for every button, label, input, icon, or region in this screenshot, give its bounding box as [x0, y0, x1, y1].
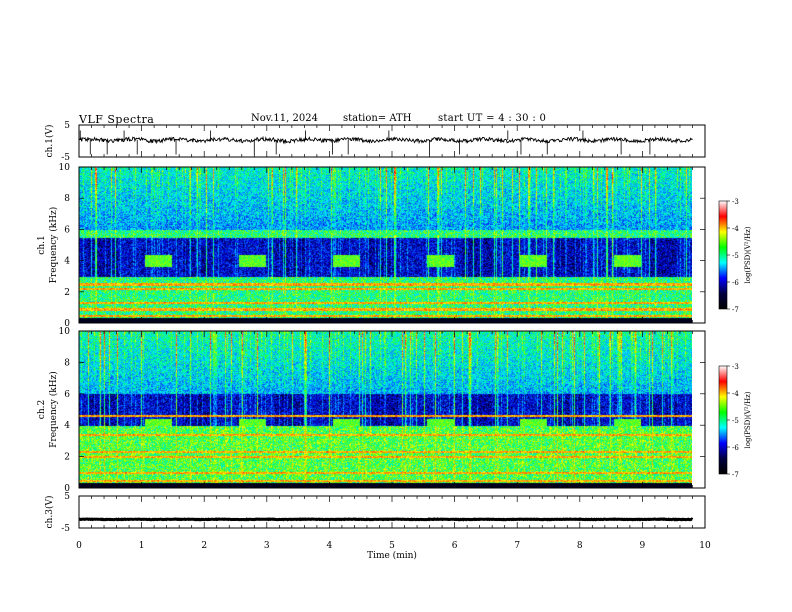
time-axis-tick-label: 6 [452, 541, 458, 551]
ch2-spectrogram-ytick-label: 8 [64, 358, 70, 368]
start-ut-label: start UT = 4 : 30 : 0 [438, 113, 547, 124]
time-axis-tick-label: 7 [514, 541, 520, 551]
time-axis-label: Time (min) [367, 550, 417, 561]
ch2-colorbar-tick-label: -3 [732, 363, 739, 371]
ch1-spectrogram-ytick-label: 6 [64, 225, 70, 235]
ch2-spectrogram-ytick-label: 10 [59, 327, 71, 337]
ch2-colorbar-tick-label: -5 [732, 417, 739, 425]
ch1-spectrogram-ylabel: Frequency (kHz) [48, 207, 59, 284]
ch2-colorbar [718, 365, 728, 475]
ch1-colorbar-label: log(PSD)(V²/Hz) [744, 226, 752, 283]
ch2-spectrogram-ytick-label: 2 [64, 453, 70, 463]
ch1-spectrogram-ytick-label: 10 [59, 163, 71, 173]
ch2-spectrogram-ytick-label: 0 [64, 484, 70, 494]
ch2-spectrogram-ytick-label: 6 [64, 390, 70, 400]
ch1-colorbar-tick-label: -3 [732, 198, 739, 206]
ch1-spectrogram-ytick-label: 4 [64, 257, 70, 267]
ch1-colorbar-tick-label: -6 [732, 279, 739, 287]
ch2-spectrogram-ylabel: ch.2 [37, 400, 47, 419]
station-label: station= ATH [343, 113, 412, 124]
time-axis-tick-label: 8 [577, 541, 583, 551]
time-axis-tick-label: 5 [389, 541, 395, 551]
time-axis-tick-label: 4 [327, 541, 333, 551]
time-axis-tick-label: 0 [76, 541, 82, 551]
ch2-colorbar-label: log(PSD)(V²/Hz) [744, 391, 752, 448]
time-axis-tick-label: 1 [139, 541, 145, 551]
ch2-spectrogram-ylabel: Frequency (kHz) [48, 371, 59, 448]
ch1-colorbar-tick-label: -5 [732, 252, 739, 260]
ch1-colorbar-tick-label: -4 [732, 225, 739, 233]
ch3-waveform-ytick-label: 5 [64, 492, 70, 502]
ch3-waveform-ylabel: ch.3(V) [44, 496, 55, 529]
ch2-spectrogram-image [79, 331, 692, 488]
ch2-colorbar-tick-label: -7 [732, 471, 739, 479]
figure-title: VLF Spectra [79, 113, 155, 126]
time-axis-tick-label: 3 [264, 541, 270, 551]
ch1-colorbar-tick-label: -7 [732, 306, 739, 314]
ch1-waveform-trace [78, 135, 693, 145]
ch2-colorbar-tick-label: -4 [732, 390, 739, 398]
ch1-waveform-ytick-label: 5 [64, 121, 70, 131]
ch2-colorbar-tick-label: -6 [732, 444, 739, 452]
ch1-spectrogram-ytick-label: 2 [64, 288, 70, 298]
date-label: Nov.11, 2024 [251, 113, 318, 124]
ch3-waveform-trace [78, 517, 694, 522]
ch1-colorbar [718, 200, 728, 310]
ch1-spectrogram-ytick-label: 0 [64, 319, 70, 329]
time-axis-tick-label: 9 [640, 541, 646, 551]
ch1-spectrogram-image [79, 167, 692, 323]
ch2-spectrogram-ytick-label: 4 [64, 421, 70, 431]
ch1-spectrogram-ytick-label: 8 [64, 194, 70, 204]
ch3-waveform-ytick-label: -5 [61, 524, 70, 534]
time-axis-tick-label: 2 [201, 541, 207, 551]
ch1-waveform-ylabel: ch.1(V) [44, 125, 55, 158]
ch1-spectrogram-ylabel: ch.1 [37, 235, 47, 254]
ch1-waveform-ytick-label: -5 [61, 153, 70, 163]
time-axis-tick-label: 10 [699, 541, 711, 551]
